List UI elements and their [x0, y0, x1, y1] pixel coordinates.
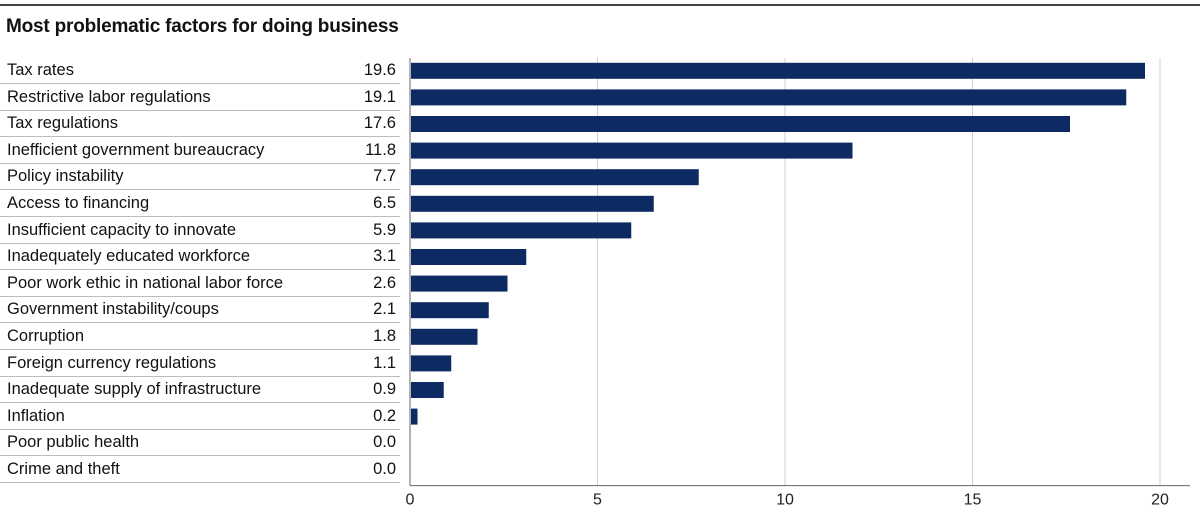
category-row: Corruption 1.8 [0, 324, 400, 350]
row-separator [0, 189, 400, 191]
row-separator [0, 162, 400, 164]
category-row: Foreign currency regulations 1.1 [0, 351, 400, 377]
category-label: Poor public health [7, 433, 140, 452]
x-tick-label: 10 [776, 492, 794, 509]
category-label: Inadequately educated workforce [7, 247, 251, 266]
category-label: Tax regulations [7, 114, 118, 133]
bar [411, 62, 1145, 79]
category-label: Poor work ethic in national labor force [7, 273, 284, 292]
category-label: Insufficient capacity to innovate [7, 220, 237, 239]
row-separator [0, 216, 400, 217]
value-label: 2.6 [373, 273, 396, 292]
category-row: Policy instability 7.7 [0, 164, 400, 191]
x-tick-label: 5 [593, 492, 602, 509]
value-label: 3.1 [373, 247, 396, 266]
category-row: Tax rates 19.6 [0, 58, 400, 84]
value-label: 5.9 [373, 220, 396, 239]
category-row: Restrictive labor regulations 19.1 [0, 85, 400, 111]
bar [411, 142, 853, 159]
top-rule [0, 4, 1200, 6]
value-label: 0.0 [373, 433, 396, 452]
category-row: Poor work ethic in national labor force 2… [0, 271, 400, 297]
category-label: Foreign currency regulations [7, 353, 217, 372]
row-separator [0, 402, 400, 404]
value-label: 0.0 [373, 460, 396, 478]
row-separator [0, 83, 400, 84]
category-label: Tax rates [7, 61, 74, 79]
row-separator [0, 349, 400, 350]
bar [411, 355, 452, 372]
bar [411, 302, 489, 319]
value-label: 0.9 [373, 380, 396, 399]
category-row: Government instability/coups 2.1 [0, 297, 400, 324]
category-label: Inefficient government bureaucracy [7, 140, 265, 159]
value-label: 11.8 [365, 140, 396, 159]
row-separator [0, 455, 400, 457]
bar [411, 169, 699, 186]
value-label: 1.1 [373, 353, 396, 372]
bar [411, 195, 654, 212]
value-label: 17.6 [363, 114, 396, 133]
category-label: Inadequate supply of infrastructure [7, 380, 262, 399]
category-row: Inadequately educated workforce 3.1 [0, 244, 400, 271]
row-separator [0, 242, 400, 244]
value-label: 6.5 [373, 194, 396, 212]
row-separator [0, 269, 400, 271]
bar [411, 222, 632, 239]
category-row: Poor public health 0.0 [0, 430, 400, 457]
bar [411, 116, 1070, 132]
bar [411, 275, 508, 292]
x-tick-label: 0 [406, 492, 415, 509]
category-label: Corruption [7, 327, 85, 345]
row-separator [0, 322, 400, 324]
category-label: Crime and theft [7, 460, 120, 478]
value-label: 2.1 [373, 300, 396, 319]
category-label: Access to financing [7, 194, 150, 212]
category-label: Government instability/coups [7, 300, 219, 319]
bar [411, 89, 1127, 106]
value-label: 0.2 [373, 406, 396, 425]
category-row: Inefficient government bureaucracy 11.8 [0, 138, 400, 164]
category-label: Inflation [7, 406, 65, 425]
category-label: Restrictive labor regulations [7, 87, 211, 106]
row-separator [0, 109, 400, 111]
bar [411, 382, 444, 398]
bar [411, 249, 527, 265]
row-separator [0, 136, 400, 138]
category-row: Insufficient capacity to innovate 5.9 [0, 218, 400, 244]
category-row: Access to financing 6.5 [0, 191, 400, 217]
bar [411, 408, 418, 425]
value-label: 1.8 [373, 327, 396, 345]
value-label: 7.7 [373, 167, 396, 186]
value-label: 19.1 [363, 87, 396, 106]
x-tick-label: 20 [1151, 492, 1169, 509]
x-tick-label: 15 [964, 492, 982, 509]
category-row: Inflation 0.2 [0, 404, 400, 430]
bar [411, 328, 478, 345]
chart-title: Most problematic factors for doing busin… [6, 16, 399, 37]
category-row: Inadequate supply of infrastructure 0.9 [0, 377, 400, 404]
row-separator [0, 428, 400, 430]
category-label: Policy instability [7, 167, 124, 186]
value-label: 19.6 [363, 61, 396, 79]
row-separator [0, 482, 400, 483]
row-separator [0, 375, 400, 377]
category-row: Crime and theft 0.0 [0, 457, 400, 483]
row-separator [0, 295, 400, 297]
category-row: Tax regulations 17.6 [0, 111, 400, 138]
